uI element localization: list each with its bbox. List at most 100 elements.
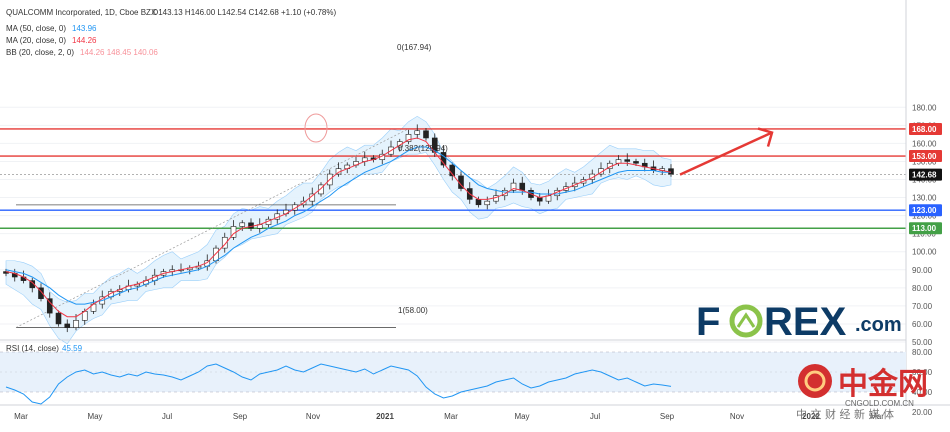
candle-body xyxy=(598,168,604,175)
time-tick-label: Mar xyxy=(14,412,28,421)
highlight-ellipse xyxy=(304,113,328,143)
cngold-logo: 中金网 CNGOLD.COM.CN 中 文 财 经 新 媒 体 xyxy=(796,364,928,421)
forex-logo-com: .com xyxy=(855,314,902,336)
time-axis[interactable]: Mar May Jul Sep Nov 2021 Mar May Jul Sep Nov 2022 Ma… xyxy=(14,412,884,421)
time-tick-label: 2021 xyxy=(376,412,394,421)
candle-body xyxy=(589,173,596,180)
time-tick-label: Mar xyxy=(870,412,884,421)
price-tag-s1: 123.00 xyxy=(912,206,937,215)
candle-body xyxy=(615,159,622,164)
rsi-tick-label: 20.00 xyxy=(912,408,933,417)
time-tick-label: May xyxy=(514,412,529,421)
candle-body xyxy=(64,323,71,328)
ma20-line xyxy=(5,137,672,318)
price-tick-label: 80.00 xyxy=(912,284,933,293)
rsi-tick-label: 60.00 xyxy=(912,368,933,377)
candle-body xyxy=(221,236,228,249)
candle-body xyxy=(29,280,36,289)
forex-logo: F REX .com xyxy=(696,300,902,344)
price-tick-label: 60.00 xyxy=(912,320,933,329)
cngold-emblem-icon xyxy=(798,364,832,398)
candle-body xyxy=(405,134,412,142)
fib-mid-label: 0.382(125.94) xyxy=(398,144,448,153)
ma20-legend[interactable]: MA (20, close, 0) xyxy=(6,36,66,45)
candle-body xyxy=(248,222,254,229)
price-tick-label: 50.00 xyxy=(912,338,933,347)
forex-logo-f: F xyxy=(696,300,720,344)
price-levels xyxy=(0,128,906,229)
price-tick-label: 100.00 xyxy=(912,248,937,257)
price-tick-label: 90.00 xyxy=(912,266,933,275)
trend-arrow xyxy=(679,131,773,176)
candle-body xyxy=(38,287,44,299)
ma20-legend-value: 144.26 xyxy=(72,36,97,45)
candle-body xyxy=(239,222,246,227)
price-tick-label: 180.00 xyxy=(912,103,937,112)
time-tick-label: Jul xyxy=(590,412,600,421)
price-tag-s2: 113.00 xyxy=(912,224,937,233)
time-tick-label: Nov xyxy=(730,412,744,421)
candle-body xyxy=(55,312,62,325)
cngold-domain: CNGOLD.COM.CN xyxy=(845,399,914,408)
candle-body xyxy=(73,320,79,328)
fibonacci-lines xyxy=(15,128,409,328)
cngold-emblem-inner xyxy=(804,370,826,392)
candle-body xyxy=(475,199,482,206)
price-tag-r2: 168.00 xyxy=(912,125,937,134)
bb-legend[interactable]: BB (20, close, 2, 0) xyxy=(6,48,74,57)
ma50-legend-value: 143.96 xyxy=(72,24,97,33)
price-tag-r1: 153.00 xyxy=(912,152,937,161)
time-tick-label: May xyxy=(87,412,102,421)
candle-body xyxy=(396,141,403,148)
candle-body xyxy=(46,298,53,314)
price-tags: 168.00 153.00 142.68 123.00 113.00 xyxy=(909,122,942,235)
candle-body xyxy=(501,190,508,197)
forex-logo-arrow-icon xyxy=(736,312,756,328)
candle-body xyxy=(291,204,298,211)
price-tag-last: 142.68 xyxy=(912,171,937,180)
fib-bottom-label: 1(58.00) xyxy=(398,306,428,315)
cngold-name: 中金网 xyxy=(838,367,928,402)
candle-body xyxy=(519,182,526,191)
rsi-legend-value: 45.59 xyxy=(62,344,83,353)
price-tag-s1-bg xyxy=(909,204,942,217)
time-tick-label: Sep xyxy=(233,412,248,421)
time-tick-label: Nov xyxy=(306,412,320,421)
price-tag-r2-bg xyxy=(909,122,942,135)
candle-body xyxy=(484,200,491,206)
price-tick-label: 130.00 xyxy=(912,194,937,203)
rsi-axis: 20.00 40.00 60.00 80.00 xyxy=(912,348,933,417)
price-tag-last-bg xyxy=(909,168,942,181)
cngold-tagline: 中 文 财 经 新 媒 体 xyxy=(796,407,894,421)
fib-top-label: 0(167.94) xyxy=(397,43,432,52)
bb-legend-values: 144.26 148.45 140.06 xyxy=(80,48,158,57)
time-tick-label: 2022 xyxy=(802,412,820,421)
ma50-line xyxy=(5,146,671,305)
time-tick-label: Mar xyxy=(444,412,458,421)
candle-body xyxy=(668,168,674,175)
price-tag-r1-bg xyxy=(909,150,942,163)
trend-arrow-head xyxy=(757,127,774,147)
rsi-line xyxy=(5,363,672,405)
price-tick-label: 160.00 xyxy=(912,139,937,148)
time-tick-label: Jul xyxy=(162,412,172,421)
forex-logo-o-icon xyxy=(729,304,763,338)
price-tag-s2-bg xyxy=(909,222,942,235)
rsi-tick-label: 80.00 xyxy=(912,348,933,357)
time-tick-label: Sep xyxy=(660,412,675,421)
candle-body xyxy=(536,197,543,202)
candle-body xyxy=(510,182,517,191)
forex-logo-rex: REX xyxy=(764,300,847,344)
candle-body xyxy=(633,161,639,164)
candle-body xyxy=(423,130,429,139)
ma50-legend[interactable]: MA (50, close, 0) xyxy=(6,24,66,33)
candle-body xyxy=(213,247,219,262)
candle-body xyxy=(318,184,324,195)
rsi-legend[interactable]: RSI (14, close) xyxy=(6,344,59,353)
symbol-title: QUALCOMM Incorporated, 1D, Cboe BZX xyxy=(6,8,157,17)
price-tick-label: 70.00 xyxy=(912,302,933,311)
rsi-tick-label: 40.00 xyxy=(912,388,933,397)
ohlc-readout: O143.13 H146.00 L142.54 C142.68 +1.10 (+… xyxy=(152,8,336,17)
candle-body xyxy=(624,159,631,162)
